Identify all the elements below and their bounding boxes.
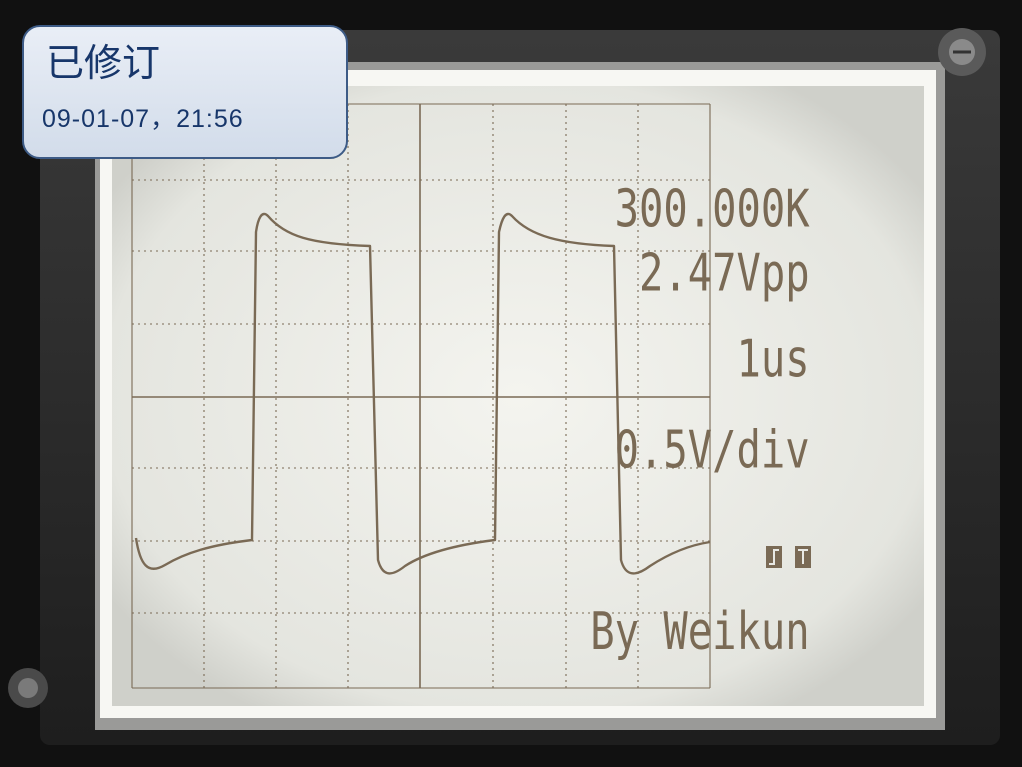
frequency-readout: 300.000K [615,179,810,239]
rising-edge-trigger-icon [766,546,782,568]
square-wave-trace [134,212,711,575]
volts-per-div-readout: 0.5V/div [615,419,810,479]
trigger-mode-icon [795,546,811,568]
credit-label: By Weikun [590,601,809,661]
lcd-screen [112,86,924,706]
revision-date: 09-01-07，21:56 [42,105,244,133]
revision-stamp [22,25,348,159]
timebase-readout: 1us [736,328,809,388]
revision-title: 已修订 [46,41,161,85]
screw-bottom-left-icon [8,668,48,708]
amplitude-readout: 2.47Vpp [639,242,810,302]
waveform-grid [131,103,711,689]
screw-top-right-icon [938,28,986,76]
